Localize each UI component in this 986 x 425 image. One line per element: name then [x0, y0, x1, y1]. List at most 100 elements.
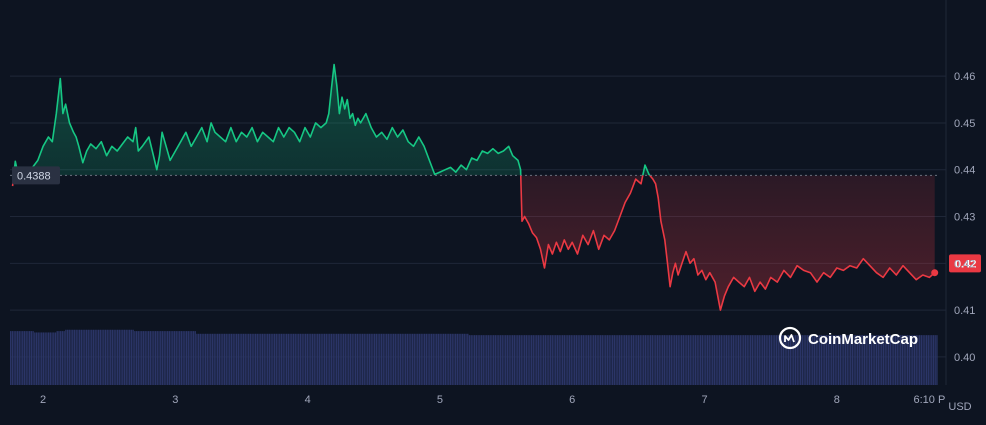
volume-bar: [832, 335, 835, 385]
volume-bar: [468, 335, 471, 385]
volume-bar: [289, 333, 291, 385]
volume-bar: [120, 329, 122, 385]
volume-bar: [579, 335, 581, 385]
volume-bar: [442, 333, 445, 385]
volume-bar: [875, 335, 878, 385]
current-price-label: 0.42: [955, 258, 976, 270]
volume-bar: [839, 335, 842, 385]
volume-bar: [920, 335, 923, 385]
volume-bar: [13, 331, 15, 385]
volume-bar: [846, 335, 848, 385]
volume-bar: [913, 335, 916, 385]
volume-bar: [184, 331, 186, 385]
volume-bar: [294, 333, 296, 385]
volume-bar: [34, 332, 36, 385]
volume-bar: [322, 333, 324, 385]
volume-bar: [753, 335, 755, 385]
volume-bar: [532, 335, 534, 385]
volume-bar: [415, 333, 417, 385]
volume-bar: [863, 335, 866, 385]
volume-bar: [718, 335, 721, 385]
volume-bar: [560, 335, 562, 385]
volume-bar: [27, 331, 29, 385]
volume-bar: [280, 333, 283, 385]
volume-bar: [536, 335, 538, 385]
volume-bar: [113, 329, 115, 385]
volume-bar: [781, 335, 783, 385]
volume-bar: [658, 335, 660, 385]
volume-bar: [706, 335, 709, 385]
volume-bar: [170, 331, 172, 385]
volume-bar: [106, 329, 108, 385]
volume-bar: [698, 335, 700, 385]
volume-bar: [851, 335, 854, 385]
volume-bar: [311, 333, 314, 385]
volume-bar: [670, 335, 672, 385]
volume-bar: [793, 335, 795, 385]
volume-bar: [379, 333, 381, 385]
volume-bar: [37, 332, 39, 385]
volume-bar: [894, 335, 897, 385]
volume-bar: [712, 335, 714, 385]
volume-bar: [201, 333, 203, 385]
volume-bar: [749, 335, 752, 385]
volume-bar: [927, 335, 929, 385]
volume-bar: [755, 335, 757, 385]
volume-bar: [180, 331, 183, 385]
volume-bar: [363, 333, 365, 385]
volume-bar: [760, 335, 762, 385]
volume-bar: [39, 332, 41, 385]
volume-bar: [717, 335, 719, 385]
volume-bar: [232, 333, 234, 385]
volume-bar: [574, 335, 576, 385]
volume-bar: [456, 333, 459, 385]
volume-bar: [177, 331, 179, 385]
volume-bar: [791, 335, 793, 385]
y-tick-label: 0.46: [954, 71, 975, 83]
volume-bar: [16, 331, 19, 385]
volume-bar: [558, 335, 560, 385]
volume-bar: [444, 333, 447, 385]
volume-bar: [808, 335, 810, 385]
volume-bar: [825, 335, 828, 385]
volume-bar: [451, 333, 453, 385]
volume-bar: [655, 335, 657, 385]
volume-bar: [147, 331, 150, 385]
volume-bar: [572, 335, 574, 385]
volume-bar: [725, 335, 728, 385]
volume-bar: [265, 333, 267, 385]
volume-bar: [349, 333, 352, 385]
volume-bar: [56, 331, 58, 385]
volume-bar: [244, 333, 246, 385]
volume-bar: [596, 335, 598, 385]
volume-bar: [734, 335, 736, 385]
volume-bar: [570, 335, 572, 385]
volume-bar: [770, 335, 773, 385]
volume-bar: [434, 333, 436, 385]
volume-bar: [317, 333, 319, 385]
volume-bar: [748, 335, 750, 385]
volume-bar: [70, 329, 72, 385]
volume-bar: [465, 333, 467, 385]
volume-bar: [66, 329, 69, 385]
volume-bar: [396, 333, 398, 385]
volume-bar: [915, 335, 917, 385]
volume-bar: [417, 333, 419, 385]
volume-bar: [325, 333, 327, 385]
x-tick-label: 8: [834, 394, 840, 406]
volume-bar: [96, 329, 98, 385]
volume-bar: [931, 335, 933, 385]
volume-bar: [285, 333, 288, 385]
volume-bar: [460, 333, 462, 385]
volume-bar: [611, 335, 614, 385]
volume-bar: [360, 333, 362, 385]
volume-bar: [503, 335, 505, 385]
volume-bar: [211, 333, 214, 385]
price-area-below-reference: [12, 175, 935, 311]
volume-bar: [534, 335, 536, 385]
volume-bar: [387, 333, 390, 385]
volume-bar: [525, 335, 528, 385]
volume-bar: [463, 333, 465, 385]
volume-bar: [546, 335, 548, 385]
